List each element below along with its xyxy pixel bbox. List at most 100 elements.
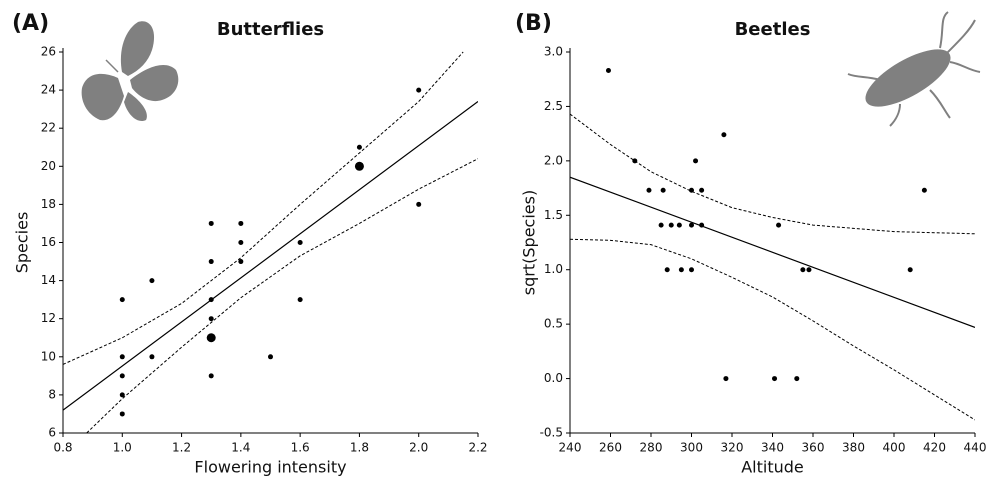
x-tick-label: 260 xyxy=(599,441,622,455)
y-tick-label: 8 xyxy=(48,387,56,401)
x-tick-label: 340 xyxy=(761,441,784,455)
data-point xyxy=(119,392,125,398)
confidence-band-lower xyxy=(86,158,478,433)
data-point xyxy=(800,267,806,273)
y-tick-label: 18 xyxy=(41,197,56,211)
data-point xyxy=(208,316,214,322)
data-point xyxy=(119,373,125,379)
x-tick-label: 280 xyxy=(640,441,663,455)
y-tick-label: 0.5 xyxy=(544,317,563,331)
data-point xyxy=(646,187,652,193)
data-point xyxy=(689,187,694,193)
y-tick-label: 3.0 xyxy=(544,45,563,59)
data-point xyxy=(297,297,303,303)
y-tick-label: 12 xyxy=(41,311,56,325)
x-tick-label: 300 xyxy=(680,441,703,455)
x-tick-label: 1.0 xyxy=(113,441,132,455)
regression-line xyxy=(63,101,478,411)
data-point xyxy=(297,240,303,245)
data-point xyxy=(119,354,125,360)
y-tick-label: 10 xyxy=(41,349,56,363)
regression-line xyxy=(570,176,975,328)
data-point xyxy=(356,144,362,150)
data-point xyxy=(658,222,664,228)
y-tick-label: -0.5 xyxy=(540,426,563,440)
x-tick-label: 320 xyxy=(721,441,744,455)
data-point xyxy=(149,278,155,284)
data-point xyxy=(689,267,694,273)
x-tick-label: 2.2 xyxy=(468,441,487,455)
y-tick-label: 6 xyxy=(48,426,56,440)
x-tick-label: 1.8 xyxy=(350,441,369,455)
data-point xyxy=(699,222,705,228)
data-point xyxy=(723,376,729,382)
x-tick-label: 420 xyxy=(923,441,946,455)
data-point xyxy=(921,187,927,193)
data-point xyxy=(693,158,699,164)
data-point xyxy=(794,376,800,382)
butterfly-icon xyxy=(81,21,179,122)
x-tick-label: 2.0 xyxy=(409,441,428,455)
data-point xyxy=(119,297,125,303)
x-tick-label: 440 xyxy=(964,441,987,455)
y-tick-label: 2.0 xyxy=(544,153,563,167)
confidence-band-upper xyxy=(570,113,975,235)
data-point xyxy=(772,376,778,382)
x-tick-label: 0.8 xyxy=(53,441,72,455)
y-axis-label: Species xyxy=(13,212,32,274)
y-tick-label: 0.0 xyxy=(544,371,563,385)
panel-label: (A) xyxy=(12,11,49,36)
confidence-band-lower xyxy=(570,238,975,421)
data-point xyxy=(208,259,214,265)
data-point xyxy=(119,411,125,417)
data-point xyxy=(605,68,611,74)
data-point xyxy=(632,158,638,164)
x-tick-label: 240 xyxy=(559,441,582,455)
data-point xyxy=(354,161,364,171)
data-point xyxy=(776,222,782,228)
data-point xyxy=(676,222,682,228)
data-point xyxy=(149,354,155,360)
data-point xyxy=(208,220,214,226)
x-axis-label: Flowering intensity xyxy=(194,458,346,477)
y-tick-label: 16 xyxy=(41,235,56,249)
data-point xyxy=(721,132,727,138)
data-point xyxy=(907,267,913,273)
data-point xyxy=(668,222,674,228)
y-tick-label: 22 xyxy=(41,121,56,135)
y-tick-label: 1.5 xyxy=(544,208,563,222)
x-tick-label: 380 xyxy=(842,441,865,455)
y-axis-label: sqrt(Species) xyxy=(520,190,539,295)
data-point xyxy=(208,373,214,379)
data-point xyxy=(699,187,705,193)
data-point xyxy=(416,87,422,93)
x-tick-label: 360 xyxy=(802,441,825,455)
data-point xyxy=(208,297,214,303)
data-point xyxy=(678,267,684,273)
x-axis-label: Altitude xyxy=(741,458,804,477)
data-point xyxy=(416,201,422,207)
y-tick-label: 14 xyxy=(41,273,56,287)
x-tick-label: 400 xyxy=(883,441,906,455)
y-tick-label: 2.5 xyxy=(544,99,563,113)
data-point xyxy=(238,259,244,265)
data-point xyxy=(689,222,694,228)
chart-title: Butterflies xyxy=(217,19,324,40)
y-tick-label: 1.0 xyxy=(544,262,563,276)
y-tick-label: 20 xyxy=(41,159,56,173)
x-tick-label: 1.6 xyxy=(291,441,310,455)
chart-title: Beetles xyxy=(735,19,811,40)
y-tick-label: 26 xyxy=(41,45,56,59)
data-point xyxy=(268,354,273,360)
x-tick-label: 1.4 xyxy=(231,441,250,455)
confidence-band-upper xyxy=(63,51,464,365)
x-tick-label: 1.2 xyxy=(172,441,191,455)
data-point xyxy=(238,220,244,226)
data-point xyxy=(206,333,216,343)
data-point xyxy=(660,187,666,193)
y-tick-label: 24 xyxy=(41,83,56,97)
beetle-icon xyxy=(847,11,981,127)
data-point xyxy=(238,240,244,245)
data-point xyxy=(664,267,670,273)
